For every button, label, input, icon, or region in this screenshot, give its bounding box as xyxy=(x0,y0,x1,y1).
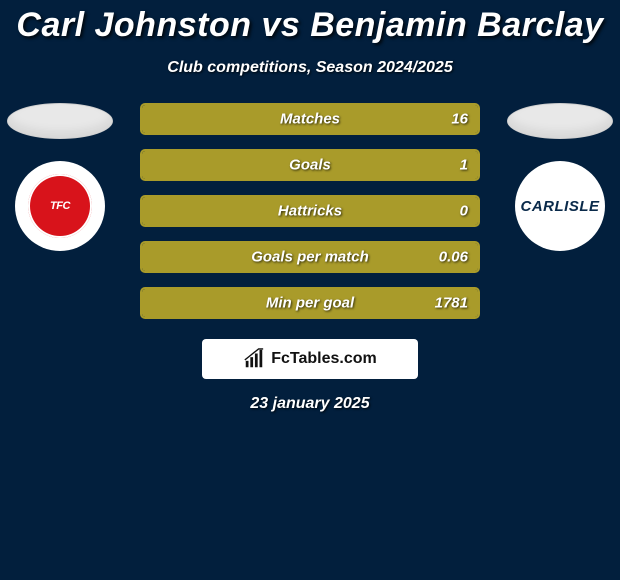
right-club-badge: CARLISLE xyxy=(515,161,605,251)
stat-bar-value: 1781 xyxy=(435,295,468,312)
stat-bar-value: 16 xyxy=(451,111,468,128)
left-player-avatar xyxy=(7,103,113,139)
stat-bars: Matches 16 Goals 1 Hattricks 0 Goals per match… xyxy=(140,103,480,319)
stat-bar-label: Goals xyxy=(289,157,331,174)
stat-bar-value: 1 xyxy=(460,157,468,174)
stat-bar-label: Matches xyxy=(280,111,340,128)
branding-text: FcTables.com xyxy=(271,350,377,368)
branding-badge: FcTables.com xyxy=(202,339,418,379)
stat-bar: Min per goal 1781 xyxy=(140,287,480,319)
right-player-column: CARLISLE xyxy=(500,103,620,251)
stat-bar-label: Hattricks xyxy=(278,203,342,220)
stat-bar-label: Min per goal xyxy=(266,295,354,312)
stat-bar: Hattricks 0 xyxy=(140,195,480,227)
left-club-badge: TFC xyxy=(15,161,105,251)
right-club-shortname: CARLISLE xyxy=(521,198,600,215)
stat-bar: Goals 1 xyxy=(140,149,480,181)
stat-bar-value: 0.06 xyxy=(439,249,468,266)
page-subtitle: Club competitions, Season 2024/2025 xyxy=(0,59,620,77)
stat-bar: Goals per match 0.06 xyxy=(140,241,480,273)
stat-bar: Matches 16 xyxy=(140,103,480,135)
right-player-avatar xyxy=(507,103,613,139)
page-title: Carl Johnston vs Benjamin Barclay xyxy=(0,0,620,45)
comparison-content: TFC CARLISLE Matches 16 Goals 1 Hattricks 0 Go… xyxy=(0,103,620,413)
stat-bar-label: Goals per match xyxy=(251,249,369,266)
snapshot-date: 23 january 2025 xyxy=(0,395,620,413)
left-player-column: TFC xyxy=(0,103,120,251)
chart-icon xyxy=(243,348,265,370)
stat-bar-value: 0 xyxy=(460,203,468,220)
left-club-inner: TFC xyxy=(28,174,92,238)
left-club-shortname: TFC xyxy=(50,201,70,212)
